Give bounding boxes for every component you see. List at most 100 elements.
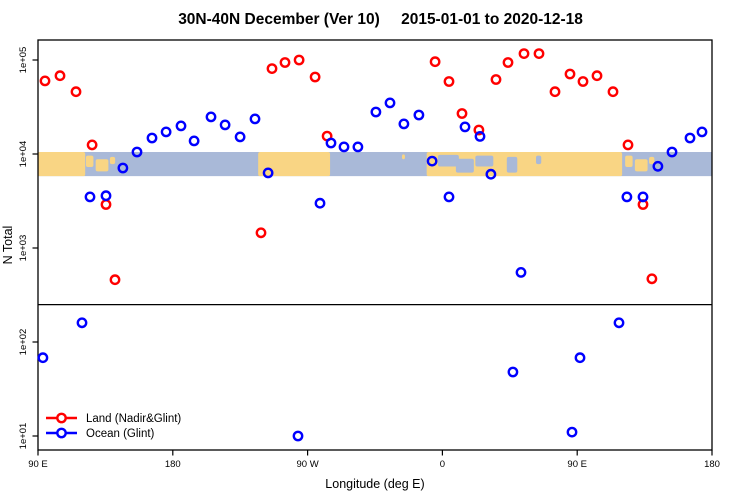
data-point-ocean [666,146,678,158]
data-point-land [622,139,634,151]
data-point-ocean [398,118,410,130]
map-water-patch [506,156,518,173]
data-point-ocean [234,131,246,143]
map-land-segment [38,152,86,177]
data-point-ocean [566,426,578,438]
x-axis-label: Longitude (deg E) [325,477,424,491]
data-point-ocean [219,119,231,131]
data-point-land [607,86,619,98]
data-point-ocean [76,317,88,329]
map-land-segment [625,155,633,168]
data-point-land [591,70,603,82]
data-point-ocean [37,352,49,364]
map-land-segment [401,154,405,160]
data-point-ocean [131,146,143,158]
data-point-land [577,76,589,87]
y-axis-label: N Total [1,226,15,265]
data-point-ocean [443,191,455,203]
data-point-land [490,74,502,85]
data-point-ocean [684,132,696,144]
x-tick-label: 0 [440,459,445,470]
data-points-layer [37,48,708,442]
x-tick-label: 180 [165,459,181,470]
x-tick-label: 90 E [28,459,48,470]
data-point-land [279,57,291,68]
world-map-band [38,152,712,177]
y-tick-label: 1e+04 [18,141,29,168]
map-land-segment [649,156,655,165]
map-water-patch [475,155,494,167]
data-point-ocean [652,160,664,172]
data-point-land [533,48,545,59]
chart-title-left: 30N-40N December (Ver 10) [178,11,380,28]
data-point-land [429,56,441,68]
map-band-strip [38,152,712,177]
data-point-ocean [175,120,187,132]
data-point-ocean [459,121,471,133]
data-point-land [456,108,468,119]
data-point-land [100,199,112,210]
data-point-ocean [188,135,200,147]
data-point-land [86,139,98,151]
y-tick-label: 1e+03 [18,235,29,262]
legend-label: Land (Nadir&Glint) [86,413,181,425]
data-point-ocean [117,162,129,174]
data-point-ocean [314,197,326,209]
data-point-land [54,70,66,82]
data-point-ocean [485,168,497,180]
data-point-land [502,57,514,68]
map-water-patch [455,158,474,173]
legend: Land (Nadir&Glint) Ocean (Glint) [46,412,181,440]
axes: 1e+01 1e+02 1e+03 1e+04 1e+05 90 E 180 90 W 0 90 … [18,39,720,470]
data-point-ocean [325,137,337,149]
data-point-ocean [352,141,364,153]
map-water-patch [437,154,459,167]
map-land-segment [109,156,116,165]
data-point-ocean [696,126,708,138]
y-tick-label: 1e+02 [18,329,29,356]
y-tick-label: 1e+05 [18,47,29,74]
data-point-ocean [370,106,382,118]
data-point-ocean [146,132,158,144]
data-point-ocean [100,190,112,202]
data-point-land [70,86,82,98]
y-tick-label: 1e+01 [18,423,29,450]
map-land-segment [258,152,331,177]
x-tick-label: 90 W [297,459,319,470]
legend-entry-ocean: Ocean (Glint) [46,427,155,440]
data-point-ocean [637,191,649,203]
data-point-ocean [621,191,633,203]
data-point-ocean [515,266,527,278]
data-point-land [309,71,321,83]
data-point-ocean [613,317,625,329]
data-point-ocean [338,141,350,153]
data-point-ocean [262,167,274,179]
data-point-ocean [249,113,261,125]
data-point-land [255,227,267,239]
data-point-ocean [574,352,586,364]
data-point-ocean [413,109,425,121]
map-land-segment [85,155,94,168]
data-point-ocean [84,191,96,203]
data-point-ocean [160,126,172,138]
map-land-segment [634,159,648,172]
data-point-land [646,273,658,285]
data-point-ocean [205,111,217,123]
data-point-ocean [384,97,396,109]
map-water-patch [536,155,542,165]
legend-circle-symbol [56,427,67,439]
data-point-land [549,86,561,98]
data-point-ocean [507,366,519,378]
x-tick-label: 180 [704,459,720,470]
data-point-land [518,48,530,59]
data-point-land [443,76,455,87]
legend-label: Ocean (Glint) [86,428,155,440]
legend-entry-land: Land (Nadir&Glint) [46,412,181,425]
data-point-land [293,54,305,66]
data-point-ocean [426,155,438,167]
data-point-land [564,68,576,80]
chart-title-right: 2015-01-01 to 2020-12-18 [401,11,583,28]
data-point-land [109,274,121,286]
